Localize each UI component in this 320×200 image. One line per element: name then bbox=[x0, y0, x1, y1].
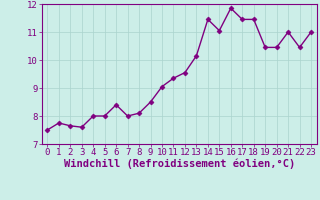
X-axis label: Windchill (Refroidissement éolien,°C): Windchill (Refroidissement éolien,°C) bbox=[64, 159, 295, 169]
